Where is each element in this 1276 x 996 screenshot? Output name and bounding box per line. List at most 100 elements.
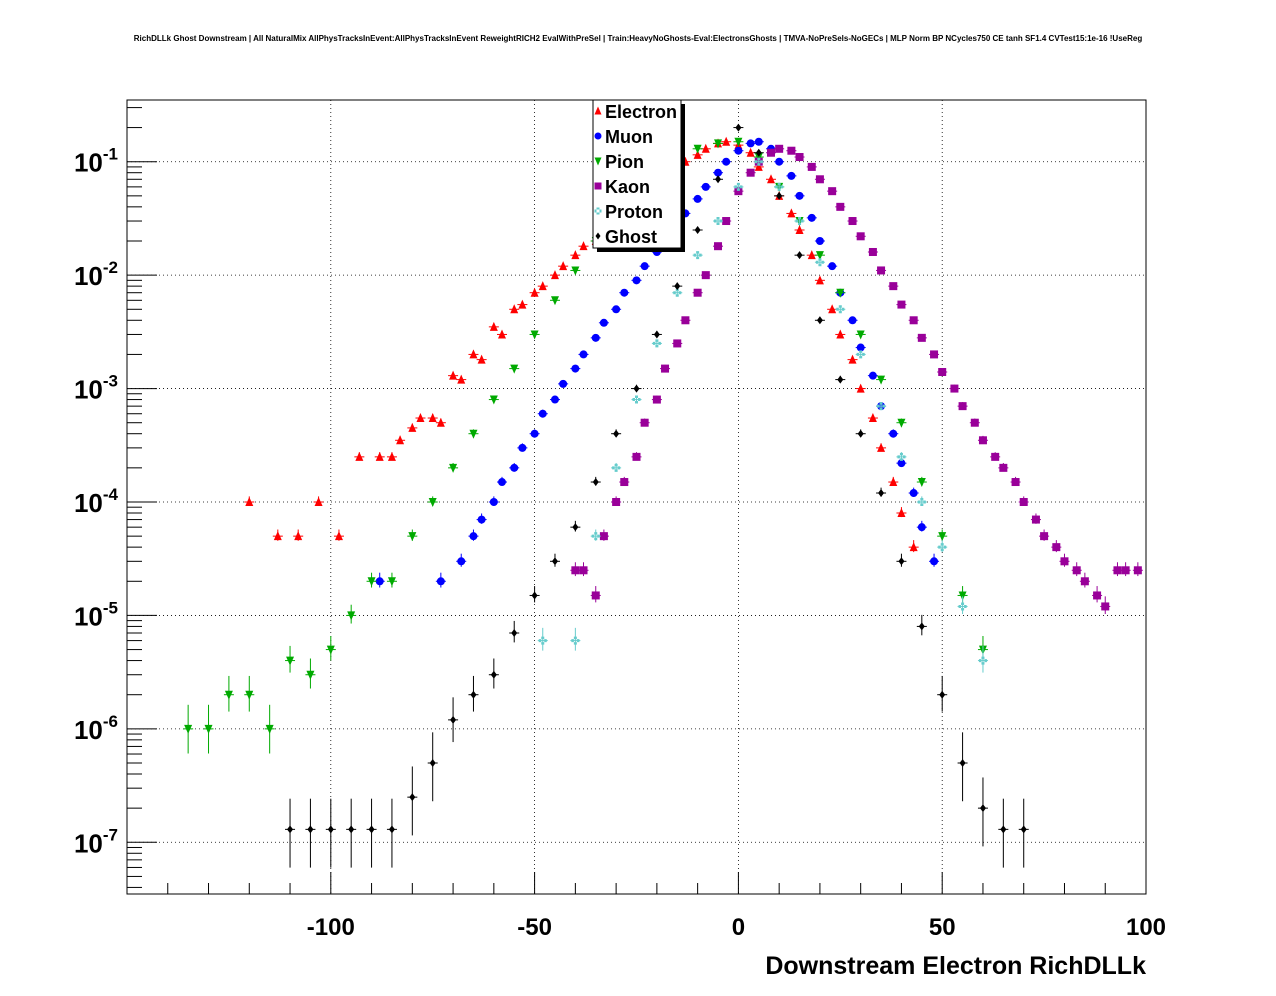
marker-point [909, 316, 918, 325]
marker-point [897, 418, 906, 428]
marker-point [224, 690, 233, 700]
marker-point [632, 452, 641, 461]
marker-point [795, 191, 804, 200]
marker-point [367, 577, 376, 587]
marker-point [633, 384, 640, 393]
marker-point [538, 636, 547, 645]
marker-point [1052, 543, 1061, 552]
marker-point [787, 208, 796, 218]
marker-point [334, 531, 343, 541]
marker-point [898, 557, 905, 566]
marker-point [673, 339, 682, 348]
marker-point [1040, 532, 1049, 541]
marker-point [457, 374, 466, 384]
marker-point [1133, 566, 1142, 575]
marker-point [836, 329, 845, 339]
marker-point [489, 395, 498, 405]
marker-point [595, 232, 601, 240]
y-tick-label: 10-2 [74, 258, 118, 291]
marker-point [640, 262, 649, 271]
legend-label-muon: Muon [605, 127, 653, 147]
marker-point [958, 591, 967, 601]
marker-point [530, 330, 539, 340]
marker-point [591, 532, 600, 541]
marker-point [754, 153, 763, 163]
marker-point [477, 354, 486, 364]
marker-point [877, 375, 886, 385]
marker-point [796, 251, 803, 260]
marker-point [594, 132, 602, 140]
marker-point [620, 478, 629, 487]
marker-point [746, 168, 755, 177]
marker-point [559, 379, 568, 388]
marker-point [674, 282, 681, 291]
marker-point [856, 232, 865, 241]
marker-point [746, 147, 755, 157]
marker-point [889, 429, 898, 438]
marker-point [877, 266, 886, 275]
x-tick-labels: -100 -50 0 50 100 [307, 914, 1166, 941]
marker-point [387, 451, 396, 461]
marker-point [938, 543, 947, 552]
marker-point [594, 106, 602, 115]
marker-point [958, 402, 967, 411]
marker-point [287, 825, 294, 834]
marker-point [530, 287, 539, 297]
marker-point [204, 724, 213, 734]
marker-point [396, 435, 405, 445]
marker-point [571, 364, 580, 373]
marker-point [815, 251, 824, 261]
marker-point [531, 591, 538, 600]
marker-point [510, 463, 519, 472]
marker-point [917, 497, 926, 506]
marker-point [878, 489, 885, 498]
marker-point [979, 804, 986, 813]
grid-lines [127, 100, 1147, 894]
marker-point [1000, 825, 1007, 834]
marker-point [930, 557, 939, 566]
marker-point [701, 271, 710, 280]
marker-point [848, 316, 857, 325]
marker-point [991, 452, 1000, 461]
marker-point [469, 429, 478, 439]
marker-point [868, 413, 877, 423]
marker-point [787, 146, 796, 155]
marker-point [620, 288, 629, 297]
marker-point [579, 566, 588, 575]
y-tick-label: 10-4 [74, 485, 119, 518]
marker-point [273, 531, 282, 541]
marker-point [970, 418, 979, 427]
marker-point [306, 670, 315, 680]
marker-point [787, 171, 796, 180]
marker-point [591, 591, 600, 600]
marker-point [387, 577, 396, 587]
legend: Electron Muon Pion Kaon Proton Ghost [592, 99, 685, 252]
legend-label-kaon: Kaon [605, 177, 650, 197]
marker-point [701, 143, 710, 153]
marker-point [755, 148, 762, 157]
marker-point [795, 153, 804, 162]
marker-point [734, 187, 743, 196]
marker-point [1080, 577, 1089, 586]
marker-point [868, 371, 877, 380]
marker-point [815, 258, 824, 267]
marker-point [837, 375, 844, 384]
marker-point [326, 645, 335, 655]
marker-point [1101, 602, 1110, 611]
marker-point [917, 333, 926, 342]
marker-point [497, 329, 506, 339]
chart-title: RichDLLk Ghost Downstream | All NaturalM… [133, 34, 1143, 43]
marker-point [594, 207, 602, 215]
marker-point [571, 266, 580, 276]
marker-point [1020, 825, 1027, 834]
marker-point [734, 137, 743, 147]
marker-point [714, 217, 723, 226]
marker-point [836, 202, 845, 211]
marker-point [286, 656, 295, 666]
marker-point [652, 395, 661, 404]
marker-point [245, 690, 254, 700]
marker-point [734, 146, 743, 155]
marker-point [375, 577, 384, 586]
marker-point [828, 304, 837, 314]
marker-point [909, 489, 918, 498]
